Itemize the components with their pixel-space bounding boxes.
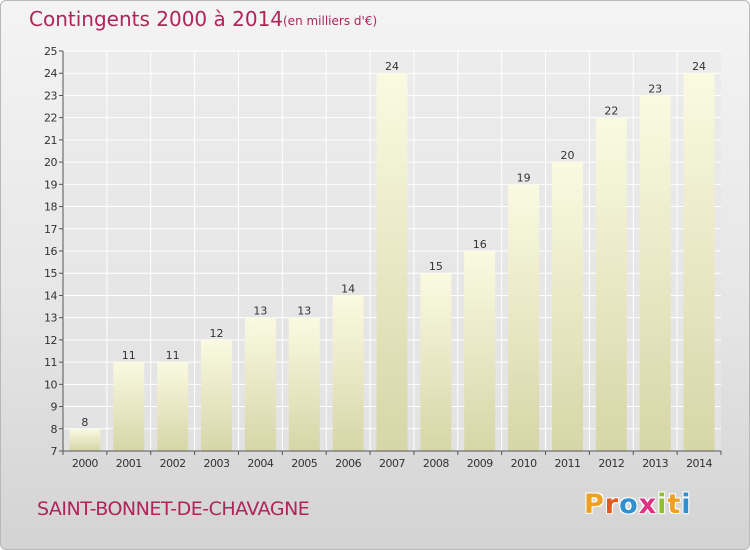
data-label-2002: 11 [166, 349, 180, 362]
y-tick-label: 16 [44, 245, 57, 258]
y-tick-label: 21 [44, 134, 57, 147]
x-tick-label-2003: 2003 [204, 457, 230, 470]
data-label-2008: 15 [429, 260, 443, 273]
bar-2008 [420, 273, 452, 451]
x-tick-label-2007: 2007 [379, 457, 405, 470]
bar-2010 [508, 184, 540, 452]
y-tick-label: 19 [44, 178, 57, 191]
x-tick-label-2011: 2011 [554, 457, 580, 470]
x-tick-label-2002: 2002 [160, 457, 186, 470]
y-tick-label: 24 [44, 67, 57, 80]
x-tick-label-2010: 2010 [511, 457, 537, 470]
logo-letter: i [681, 489, 692, 520]
bar-2004 [244, 317, 276, 451]
proxiti-logo: Proxiti [584, 489, 692, 520]
bar-2002 [157, 362, 189, 451]
chart-title: Contingents 2000 à 2014 [29, 7, 284, 31]
y-tick-label: 11 [44, 356, 57, 369]
data-label-2005: 13 [297, 305, 311, 318]
bar-2013 [639, 95, 671, 451]
x-tick-label-2009: 2009 [467, 457, 493, 470]
y-tick-label: 9 [51, 401, 58, 414]
data-label-2012: 22 [604, 105, 618, 118]
x-tick-label-2008: 2008 [423, 457, 449, 470]
data-label-2013: 23 [648, 82, 662, 95]
data-label-2001: 11 [122, 349, 136, 362]
logo-letter: o [619, 489, 639, 520]
x-tick-label-2001: 2001 [116, 457, 142, 470]
y-tick-label: 15 [44, 267, 57, 280]
logo-letter: x [638, 489, 658, 520]
bar-2012 [595, 117, 627, 452]
labels: 7 8 9 10 11 12 13 14 15 16 17 18 19 20 21 22 23 24 25 8 2000… [44, 45, 713, 470]
bar-2011 [551, 162, 583, 451]
y-tick-label: 25 [44, 45, 57, 58]
bar-2006 [332, 295, 364, 451]
bar-2007 [376, 73, 408, 451]
x-tick-label-2000: 2000 [72, 457, 98, 470]
x-tick-label-2014: 2014 [686, 457, 712, 470]
y-tick-label: 17 [44, 223, 57, 236]
y-tick-label: 23 [44, 89, 57, 102]
logo-letter: P [584, 489, 605, 520]
bar-2001 [113, 362, 145, 451]
x-tick-label-2004: 2004 [247, 457, 273, 470]
bar-2014 [683, 73, 715, 451]
y-tick-label: 13 [44, 312, 57, 325]
x-tick-label-2006: 2006 [335, 457, 361, 470]
data-label-2000: 8 [81, 416, 88, 429]
bars [69, 73, 715, 452]
data-label-2004: 13 [253, 305, 267, 318]
data-label-2007: 24 [385, 60, 399, 73]
logo-letter: i [657, 489, 668, 520]
data-label-2010: 19 [517, 171, 531, 184]
bar-2003 [201, 339, 233, 451]
y-tick-label: 12 [44, 334, 57, 347]
data-label-2006: 14 [341, 282, 355, 295]
y-tick-label: 22 [44, 112, 57, 125]
axes [59, 50, 722, 455]
data-label-2014: 24 [692, 60, 706, 73]
x-tick-label-2012: 2012 [598, 457, 624, 470]
chart-unit: (en milliers d'€) [283, 14, 378, 28]
commune-name: SAINT-BONNET-DE-CHAVAGNE [37, 498, 310, 520]
bar-2000 [69, 428, 101, 451]
logo-letter: t [667, 489, 682, 520]
logo-letter: r [604, 489, 620, 520]
data-label-2009: 16 [473, 238, 487, 251]
x-tick-label-2005: 2005 [291, 457, 317, 470]
y-tick-label: 18 [44, 201, 57, 214]
y-tick-label: 20 [44, 156, 57, 169]
bar-2005 [288, 317, 320, 451]
y-tick-label: 7 [51, 445, 58, 458]
bar-2009 [464, 251, 496, 451]
y-tick-label: 8 [51, 423, 58, 436]
y-tick-label: 14 [44, 289, 57, 302]
y-tick-label: 10 [44, 378, 57, 391]
x-tick-label-2013: 2013 [642, 457, 668, 470]
data-label-2011: 20 [560, 149, 574, 162]
data-label-2003: 12 [210, 327, 224, 340]
